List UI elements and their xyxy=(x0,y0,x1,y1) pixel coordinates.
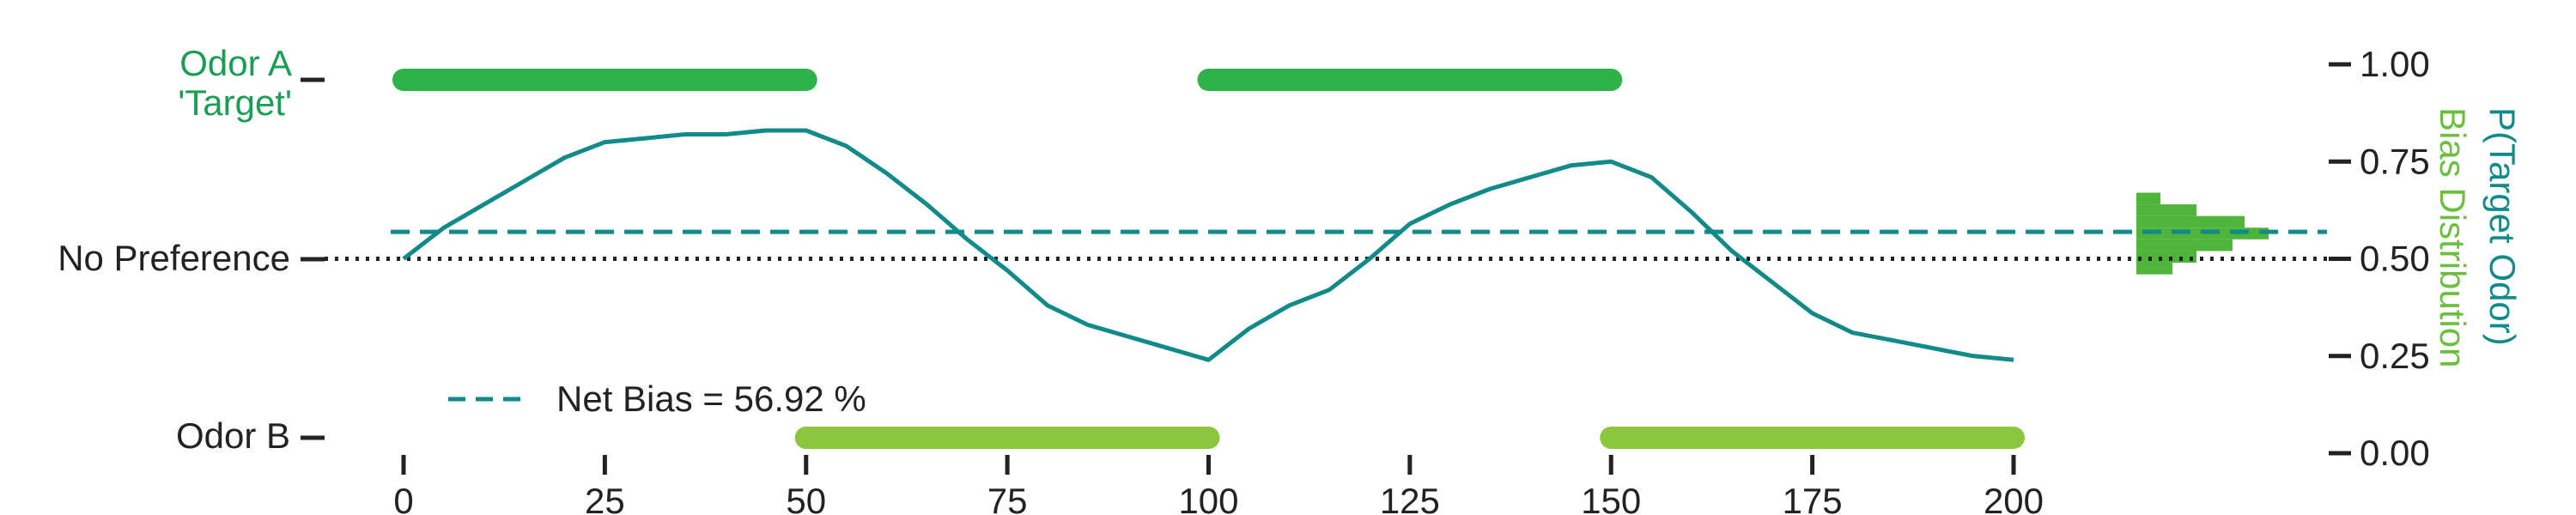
odor-b-label: Odor B xyxy=(176,415,290,456)
no-preference-label: No Preference xyxy=(58,238,290,278)
x-tick-label-200: 200 xyxy=(1984,481,2044,515)
p-target-trace xyxy=(402,128,2014,362)
right-y-axis: 0.00 0.25 0.50 0.75 1.00 xyxy=(2329,44,2430,473)
x-tick-label-175: 175 xyxy=(1783,481,1843,515)
x-tick-label-125: 125 xyxy=(1380,481,1440,515)
right-axis-label-primary: P(Target Odor) xyxy=(2482,107,2523,346)
odor-a-target-label: 'Target' xyxy=(178,82,292,123)
y-tick-label-0.75: 0.75 xyxy=(2360,141,2430,181)
trace-layer xyxy=(402,128,2014,362)
histogram-bin-2 xyxy=(2136,251,2196,264)
y-tick-label-0.00: 0.00 xyxy=(2360,433,2430,473)
histogram-bin-7 xyxy=(2136,192,2160,205)
x-tick-label-75: 75 xyxy=(987,481,1028,515)
x-tick-label-25: 25 xyxy=(585,481,625,515)
y-tick-label-0.50: 0.50 xyxy=(2360,239,2430,279)
x-axis: 0 25 50 75 100 125 150 175 200 xyxy=(393,455,2044,515)
odor-a-label: Odor A xyxy=(179,43,292,83)
histogram-bin-6 xyxy=(2136,204,2196,216)
histogram-bin-1 xyxy=(2136,263,2172,275)
odor-period-bars xyxy=(392,69,2025,449)
reference-lines xyxy=(325,229,2327,261)
x-tick-label-0: 0 xyxy=(393,481,413,515)
right-axis-label-secondary: Bias Distribution xyxy=(2433,107,2473,367)
x-tick-label-150: 150 xyxy=(1581,481,1641,515)
x-tick-label-50: 50 xyxy=(786,481,826,515)
x-tick-label-100: 100 xyxy=(1178,481,1238,515)
histogram-bin-5 xyxy=(2136,215,2245,228)
y-tick-label-0.25: 0.25 xyxy=(2360,336,2430,376)
y-tick-label-1.00: 1.00 xyxy=(2360,44,2430,84)
legend-net-bias-label: Net Bias = 56.92 % xyxy=(556,379,866,419)
histogram-bin-3 xyxy=(2136,239,2233,251)
